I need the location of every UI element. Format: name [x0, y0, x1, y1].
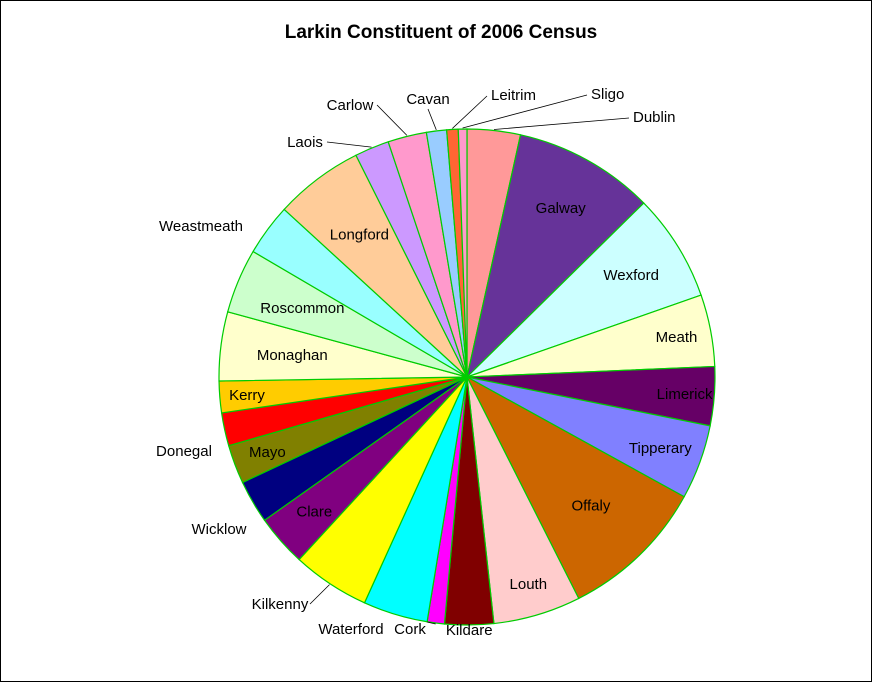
- slice-label-monaghan: Monaghan: [257, 347, 328, 364]
- slice-label-roscommon: Roscommon: [260, 300, 344, 317]
- slice-label-leitrim: Leitrim: [491, 87, 536, 104]
- slice-label-offaly: Offaly: [571, 498, 610, 515]
- leader-line-carlow: [376, 104, 408, 136]
- slice-label-cork: Cork: [394, 621, 426, 638]
- leader-line-kilkenny: [309, 584, 330, 605]
- leader-line-leitrim: [452, 95, 488, 129]
- pie-slice-offaly: [465, 375, 685, 600]
- pie-slices: [218, 128, 716, 626]
- slice-label-cavan: Cavan: [406, 91, 449, 108]
- slice-label-galway: Galway: [536, 200, 587, 217]
- pie-slice-sligo: [457, 128, 468, 378]
- leader-line-cork: [426, 621, 436, 625]
- leader-line-sligo: [462, 94, 588, 129]
- slice-label-wicklow: Wicklow: [192, 521, 247, 538]
- slice-labels: Dublin Galway Wexford Meath Limerick Tipperar…: [156, 86, 713, 639]
- leader-line-dublin: [493, 117, 630, 130]
- slice-label-laois: Laois: [287, 134, 323, 151]
- leader-lines: [309, 94, 630, 625]
- slice-label-clare: Clare: [296, 503, 332, 520]
- slice-label-wexford: Wexford: [603, 267, 659, 284]
- slice-label-dublin: Dublin: [633, 109, 676, 126]
- pie-slice-galway: [465, 134, 645, 379]
- slice-label-waterford: Waterford: [318, 621, 383, 638]
- slice-label-kilkenny: Kilkenny: [252, 596, 309, 613]
- leader-line-laois: [326, 141, 372, 148]
- slice-label-sligo: Sligo: [591, 86, 624, 103]
- slice-label-louth: Louth: [510, 576, 548, 593]
- slice-label-donegal: Donegal: [156, 443, 212, 460]
- chart-title: Larkin Constituent of 2006 Census: [285, 22, 598, 43]
- slice-label-longford: Longford: [330, 227, 389, 244]
- slice-label-kerry: Kerry: [229, 387, 265, 404]
- slice-label-mayo: Mayo: [249, 444, 286, 461]
- pie-slice-wexford: [466, 202, 702, 378]
- slice-label-limerick: Limerick: [657, 386, 713, 403]
- slice-label-kildare: Kildare: [446, 622, 493, 639]
- slice-label-carlow: Carlow: [327, 97, 374, 114]
- slice-label-weastmeath: Weastmeath: [159, 218, 243, 235]
- slice-label-tipperary: Tipperary: [629, 440, 692, 457]
- slice-label-meath: Meath: [656, 329, 698, 346]
- leader-line-cavan: [427, 108, 437, 131]
